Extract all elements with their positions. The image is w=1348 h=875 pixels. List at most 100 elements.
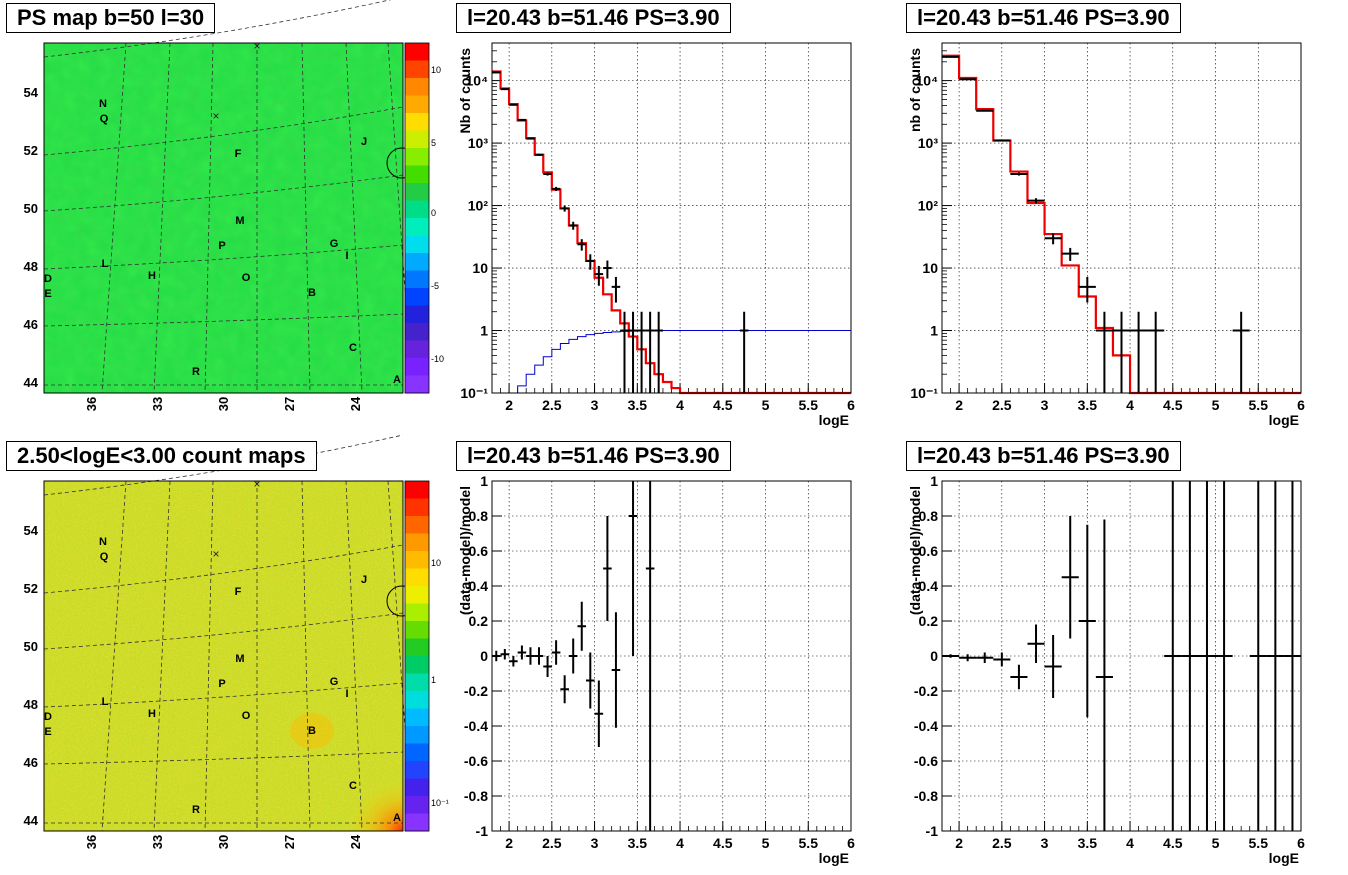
x-tick-label: 3.5 xyxy=(628,835,648,851)
colorbar-swatch xyxy=(405,673,429,692)
colorbar-label: -5 xyxy=(431,281,439,291)
map-source-label: F xyxy=(235,586,242,598)
colorbar-swatch xyxy=(405,813,429,832)
map-source-label: J xyxy=(361,136,367,148)
x-tick-label: 2 xyxy=(955,835,963,851)
data-point xyxy=(620,311,629,393)
data-point xyxy=(1130,311,1148,393)
x-tick-label: 4 xyxy=(676,835,684,851)
data-point xyxy=(1095,311,1113,393)
x-tick-label: 3 xyxy=(1041,835,1049,851)
x-tick-label: 5.5 xyxy=(799,397,819,413)
data-point xyxy=(492,71,501,74)
x-tick-label: 5 xyxy=(762,397,770,413)
y-tick-label: -0.6 xyxy=(464,753,488,769)
x-tick-label: 3 xyxy=(1041,397,1049,413)
colorbar-swatch xyxy=(405,200,429,219)
colorbar-swatch xyxy=(405,796,429,814)
map-top-title: PS map b=50 l=30 xyxy=(6,3,216,33)
data-point xyxy=(959,78,977,81)
data-point xyxy=(739,311,749,393)
colorbar-swatch xyxy=(405,95,429,114)
data-point xyxy=(645,311,655,393)
map-lon-tick-label: 33 xyxy=(150,397,165,411)
map-lat-tick-label: 50 xyxy=(24,201,38,216)
y-axis-label: Nb of counts xyxy=(457,48,473,134)
res_b-chart: 2 2.5 3 3.5 4 4.5 5 5.5 6 -1 -0.8 -0.6 -0.4 -0.2 0 0.2 0… xyxy=(907,473,1305,866)
colorbar-swatch xyxy=(405,743,429,762)
x-tick-label: 4.5 xyxy=(1163,397,1183,413)
map-source-label: C xyxy=(349,342,357,354)
spec_a-chart: 2 2.5 3 3.5 4 4.5 5 5.5 6 10⁻¹ 1 10 10² 10³ 10⁴ logE Nb … xyxy=(457,42,855,428)
colorbar-label: 1 xyxy=(431,675,436,685)
map-latitude-line xyxy=(43,751,404,765)
data-point xyxy=(509,103,518,106)
map-lat-tick-label: 50 xyxy=(24,639,38,654)
map-source-label: I xyxy=(345,688,348,700)
data-point xyxy=(959,654,977,662)
data-point xyxy=(603,516,612,621)
map-cross-marker: × xyxy=(253,39,260,53)
data-point xyxy=(534,647,544,665)
map-longitude-line xyxy=(153,480,171,832)
y-tick-label: 10⁻¹ xyxy=(910,385,938,401)
map-source-label: H xyxy=(148,270,156,282)
x-tick-label: 3 xyxy=(591,835,599,851)
map-latitude-line xyxy=(43,434,404,496)
map-source-label: J xyxy=(361,574,367,586)
map-longitude-line xyxy=(345,480,363,832)
x-tick-label: 2 xyxy=(505,835,513,851)
map-latitude-line xyxy=(43,0,392,58)
colorbar-swatch xyxy=(405,778,429,797)
colorbar-swatch xyxy=(405,691,429,709)
data-point xyxy=(1198,481,1216,831)
y-tick-label: 0.2 xyxy=(469,613,489,629)
map-lat-tick-label: 52 xyxy=(24,581,38,596)
plot-area xyxy=(492,481,851,831)
map-lat-tick-label: 54 xyxy=(24,523,39,538)
colorbar-swatch xyxy=(405,305,429,324)
map-lon-tick-label: 24 xyxy=(348,396,363,411)
map-longitude-line xyxy=(101,42,127,394)
spec_b-chart: 2 2.5 3 3.5 4 4.5 5 5.5 6 10⁻¹ 1 10 10² 10³ 10⁴ logE nb … xyxy=(907,42,1305,428)
y-tick-label: 10³ xyxy=(918,135,939,151)
x-tick-label: 4.5 xyxy=(713,835,733,851)
plot-frame xyxy=(941,42,1302,394)
map-lon-tick-label: 30 xyxy=(216,397,231,411)
data-point xyxy=(1010,172,1028,176)
map-lat-tick-label: 48 xyxy=(24,697,38,712)
map-source-label: H xyxy=(148,708,156,720)
map-longitude-line xyxy=(301,480,311,832)
map-bottom-title: 2.50<logE<3.00 count maps xyxy=(6,441,317,471)
map-lon-tick-label: 36 xyxy=(84,397,99,411)
y-tick-label: 10² xyxy=(918,198,939,214)
x-tick-label: 4 xyxy=(1126,835,1134,851)
map-lat-tick-label: 48 xyxy=(24,259,38,274)
data-point xyxy=(654,311,663,393)
data-point xyxy=(1061,247,1079,261)
data-point xyxy=(560,205,569,212)
data-point xyxy=(637,311,646,393)
y-tick-label: -1 xyxy=(926,823,939,839)
y-tick-label: 10 xyxy=(472,260,488,276)
data-point xyxy=(1266,481,1284,831)
data-point xyxy=(645,481,655,831)
map-lon-tick-label: 33 xyxy=(150,835,165,849)
data-point xyxy=(594,680,604,747)
map-source-label: P xyxy=(218,678,225,690)
map-lon-tick-label: 27 xyxy=(282,397,297,411)
y-tick-label: -0.8 xyxy=(464,788,488,804)
colorbar-label: 10⁻¹ xyxy=(431,798,449,808)
data-point xyxy=(526,647,535,665)
colorbar-swatch xyxy=(405,533,429,552)
data-point xyxy=(577,239,587,251)
y-tick-label: 1 xyxy=(930,323,938,339)
map-longitude-line xyxy=(153,42,171,394)
y-axis-label: nb of counts xyxy=(907,48,923,132)
data-point xyxy=(1010,664,1028,690)
x-tick-label: 3.5 xyxy=(1078,397,1098,413)
map-source-label: R xyxy=(192,804,200,816)
x-axis-label: logE xyxy=(1269,412,1299,428)
map-source-label: C xyxy=(349,780,357,792)
